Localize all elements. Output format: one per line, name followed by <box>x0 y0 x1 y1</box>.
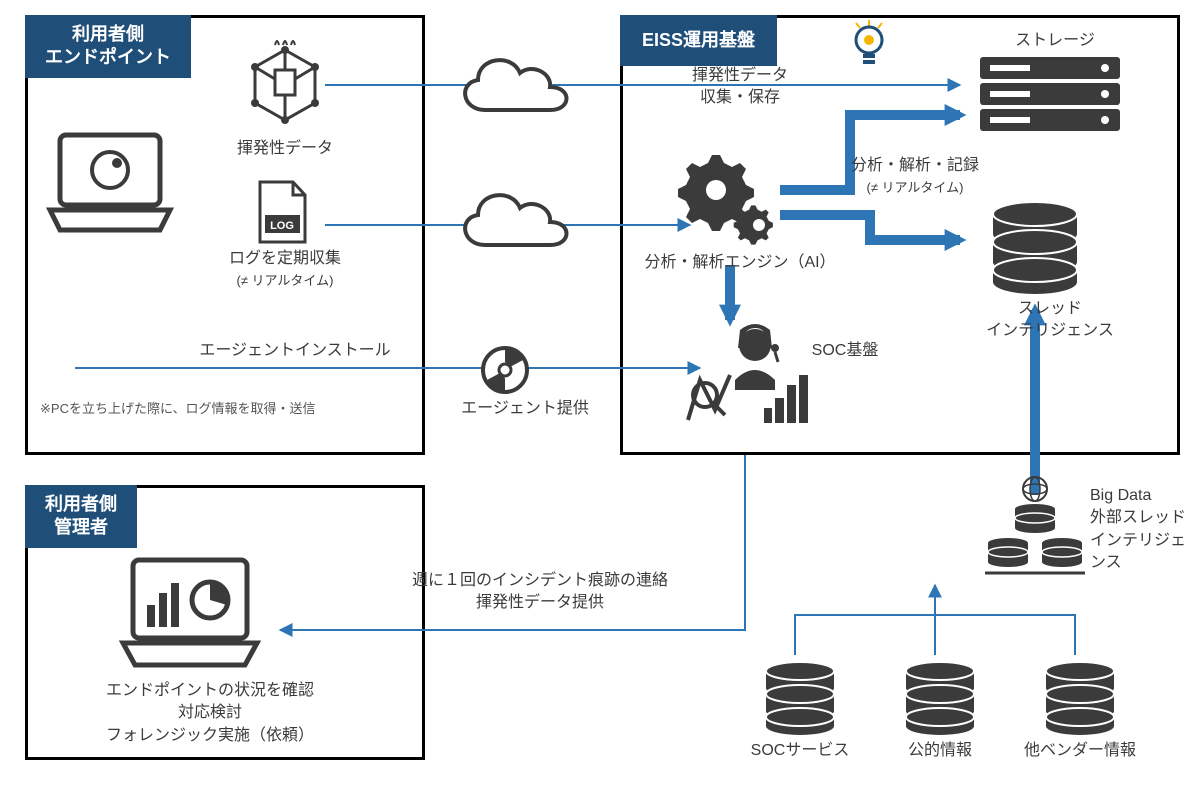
admin-desc-line2: 対応検討 <box>178 704 242 721</box>
weekly-line1: 週に１回のインシデント痕跡の連絡 <box>412 572 668 589</box>
thread-intel-line1: スレッド <box>1018 300 1082 317</box>
analysis-record-note: (≠ リアルタイム) <box>866 180 963 195</box>
agent-install-label: エージェントインストール <box>170 340 420 362</box>
admin-desc-label: エンドポイントの状況を確認 対応検討 フォレンジック実施（依頼） <box>70 680 350 747</box>
storage-label: ストレージ <box>1000 30 1110 52</box>
eiss-box-title: EISS運用基盤 <box>620 15 777 66</box>
endpoint-title-line1: 利用者側 <box>72 24 144 44</box>
analysis-engine-label: 分析・解析エンジン（AI） <box>630 252 850 274</box>
endpoint-title-line2: エンドポイント <box>45 47 171 67</box>
collect-save-text: 収集・保存 <box>700 89 780 106</box>
database-icon <box>985 200 1085 295</box>
source-db-label-0: SOCサービス <box>735 740 865 762</box>
bigdata-line3: インテリジェンス <box>1090 532 1186 571</box>
analysis-record-label: 分析・解析・記録 (≠ リアルタイム) <box>835 155 995 200</box>
admin-laptop-icon <box>115 555 265 675</box>
volatile-data-left-label: 揮発性データ <box>230 138 340 160</box>
weekly-contact-label: 週に１回のインシデント痕跡の連絡 揮発性データ提供 <box>380 570 700 615</box>
thread-intel-line2: インテリジェンス <box>986 322 1114 339</box>
volatile-data-right-label: 揮発性データ 収集・保存 <box>670 65 810 110</box>
volatile-data-right-text: 揮発性データ <box>692 67 788 84</box>
cube-network-icon <box>235 35 335 135</box>
storage-icon <box>975 55 1125 135</box>
source-db-icon-0 <box>760 660 840 735</box>
log-collect-note: (≠ リアルタイム) <box>236 273 333 288</box>
bigdata-line1: Big Data <box>1090 487 1151 504</box>
pc-note-label: ※PCを立ち上げた際に、ログ情報を取得・送信 <box>40 400 400 418</box>
svg-text:LOG: LOG <box>270 220 294 232</box>
source-db-2 <box>1040 660 1120 740</box>
analysis-record-text: 分析・解析・記録 <box>851 157 979 174</box>
cloud-icon-2 <box>450 180 580 260</box>
admin-title-line1: 利用者側 <box>45 494 117 514</box>
log-file-icon: LOG <box>255 180 310 245</box>
source-db-1 <box>900 660 980 740</box>
log-collect-label: ログを定期収集 (≠ リアルタイム) <box>210 248 360 293</box>
lightbulb-icon <box>848 18 890 68</box>
laptop-icon <box>45 130 175 240</box>
thread-intel-label: スレッド インテリジェンス <box>975 298 1125 343</box>
soc-analyst-icon <box>680 320 820 430</box>
admin-desc-line1: エンドポイントの状況を確認 <box>106 682 314 699</box>
agent-provide-label: エージェント提供 <box>445 398 605 420</box>
weekly-line2: 揮発性データ提供 <box>476 594 604 611</box>
log-collect-text: ログを定期収集 <box>229 250 341 267</box>
bigdata-label: Big Data 外部スレッド インテリジェンス <box>1090 485 1200 575</box>
source-db-label-2: 他ベンダー情報 <box>1015 740 1145 762</box>
cd-icon <box>480 345 530 395</box>
eiss-title: EISS運用基盤 <box>642 30 755 50</box>
gears-icon <box>670 155 780 250</box>
admin-desc-line3: フォレンジック実施（依頼） <box>106 727 314 744</box>
source-db-icon-1 <box>900 660 980 735</box>
endpoint-box-title: 利用者側 エンドポイント <box>25 15 191 78</box>
arrow-sources-to-bigdata <box>795 615 1075 655</box>
source-db-0 <box>760 660 840 740</box>
cloud-icon-1 <box>450 45 580 125</box>
bigdata-stack-icon <box>975 475 1095 585</box>
admin-box-title: 利用者側 管理者 <box>25 485 137 548</box>
source-db-icon-2 <box>1040 660 1120 735</box>
source-db-label-1: 公的情報 <box>875 740 1005 762</box>
soc-base-label: SOC基盤 <box>800 340 890 362</box>
admin-title-line2: 管理者 <box>54 517 108 537</box>
bigdata-line2: 外部スレッド <box>1090 509 1186 526</box>
